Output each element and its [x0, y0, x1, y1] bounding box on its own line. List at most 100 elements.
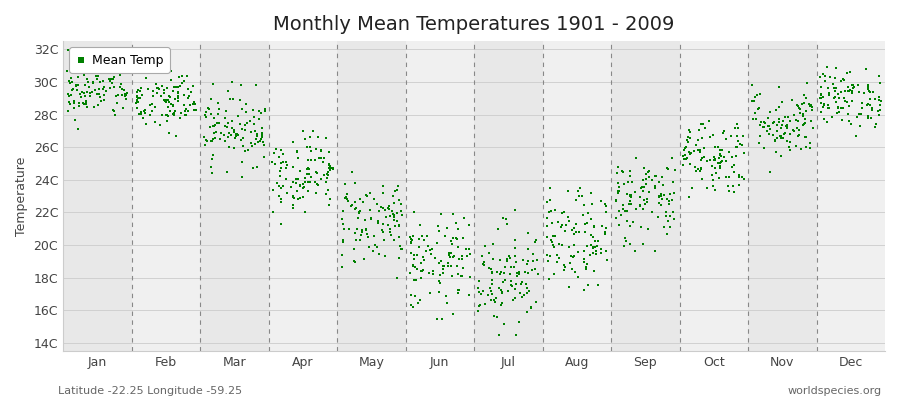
Mean Temp: [732, 174, 746, 180]
Mean Temp: [423, 246, 437, 253]
Mean Temp: [276, 150, 291, 157]
Mean Temp: [825, 81, 840, 87]
Mean Temp: [428, 255, 443, 262]
Mean Temp: [763, 108, 778, 115]
Mean Temp: [431, 260, 446, 266]
Mean Temp: [760, 128, 775, 134]
Mean Temp: [176, 79, 190, 86]
Mean Temp: [683, 150, 698, 157]
Mean Temp: [690, 136, 705, 143]
Mean Temp: [837, 95, 851, 101]
Mean Temp: [357, 256, 372, 263]
Mean Temp: [418, 248, 433, 254]
Mean Temp: [572, 185, 587, 191]
Mean Temp: [662, 198, 676, 204]
Mean Temp: [74, 94, 88, 100]
Mean Temp: [158, 98, 173, 104]
Mean Temp: [112, 84, 127, 91]
Bar: [474, 41, 543, 351]
Mean Temp: [441, 249, 455, 256]
Mean Temp: [771, 84, 786, 90]
Mean Temp: [248, 141, 263, 147]
Mean Temp: [826, 95, 841, 102]
Mean Temp: [292, 183, 307, 189]
Mean Temp: [181, 108, 195, 114]
Mean Temp: [405, 237, 419, 244]
Mean Temp: [139, 121, 153, 128]
Mean Temp: [407, 256, 421, 262]
Mean Temp: [139, 75, 153, 81]
Mean Temp: [529, 298, 544, 305]
Mean Temp: [620, 218, 634, 225]
Mean Temp: [229, 133, 243, 139]
Mean Temp: [371, 217, 385, 224]
Mean Temp: [730, 143, 744, 150]
Mean Temp: [96, 77, 111, 84]
Mean Temp: [747, 98, 761, 104]
Mean Temp: [612, 222, 626, 228]
Mean Temp: [224, 132, 238, 139]
Mean Temp: [637, 197, 652, 204]
Mean Temp: [815, 94, 830, 100]
Mean Temp: [859, 66, 873, 72]
Mean Temp: [667, 190, 681, 196]
Mean Temp: [623, 172, 637, 179]
Legend: Mean Temp: Mean Temp: [69, 47, 169, 73]
Mean Temp: [559, 222, 573, 228]
Mean Temp: [135, 92, 149, 98]
Mean Temp: [529, 256, 544, 263]
Mean Temp: [106, 107, 121, 113]
Mean Temp: [273, 173, 287, 180]
Mean Temp: [95, 85, 110, 92]
Mean Temp: [368, 242, 382, 248]
Mean Temp: [319, 190, 333, 197]
Mean Temp: [571, 248, 585, 255]
Mean Temp: [702, 117, 716, 124]
Mean Temp: [255, 131, 269, 138]
Mean Temp: [569, 229, 583, 236]
Mean Temp: [270, 180, 284, 186]
Mean Temp: [130, 88, 145, 95]
Mean Temp: [629, 206, 643, 212]
Mean Temp: [580, 243, 594, 249]
Mean Temp: [663, 213, 678, 219]
Mean Temp: [734, 174, 749, 180]
Mean Temp: [633, 193, 647, 200]
Mean Temp: [455, 234, 470, 241]
Mean Temp: [451, 287, 465, 293]
Mean Temp: [320, 171, 335, 178]
Mean Temp: [700, 158, 715, 164]
Mean Temp: [484, 281, 499, 287]
Mean Temp: [577, 202, 591, 208]
Mean Temp: [776, 118, 790, 125]
Mean Temp: [693, 168, 707, 174]
Mean Temp: [230, 132, 245, 138]
Mean Temp: [130, 93, 144, 99]
Mean Temp: [841, 111, 855, 117]
Mean Temp: [482, 285, 497, 292]
Mean Temp: [554, 210, 569, 216]
Mean Temp: [796, 121, 811, 127]
Mean Temp: [500, 256, 515, 262]
Mean Temp: [451, 270, 465, 277]
Mean Temp: [789, 124, 804, 131]
Mean Temp: [115, 66, 130, 73]
Mean Temp: [220, 119, 235, 126]
Mean Temp: [292, 195, 307, 201]
Mean Temp: [766, 119, 780, 126]
Mean Temp: [392, 183, 406, 190]
Mean Temp: [301, 188, 315, 194]
Mean Temp: [149, 90, 164, 96]
Mean Temp: [221, 134, 236, 140]
Mean Temp: [296, 128, 310, 134]
Mean Temp: [834, 78, 849, 84]
Mean Temp: [544, 236, 558, 243]
Mean Temp: [285, 139, 300, 145]
Mean Temp: [388, 222, 402, 229]
Mean Temp: [266, 150, 281, 156]
Mean Temp: [653, 202, 668, 209]
Mean Temp: [335, 264, 349, 270]
Mean Temp: [500, 220, 514, 227]
Mean Temp: [598, 201, 612, 207]
Mean Temp: [667, 215, 681, 222]
